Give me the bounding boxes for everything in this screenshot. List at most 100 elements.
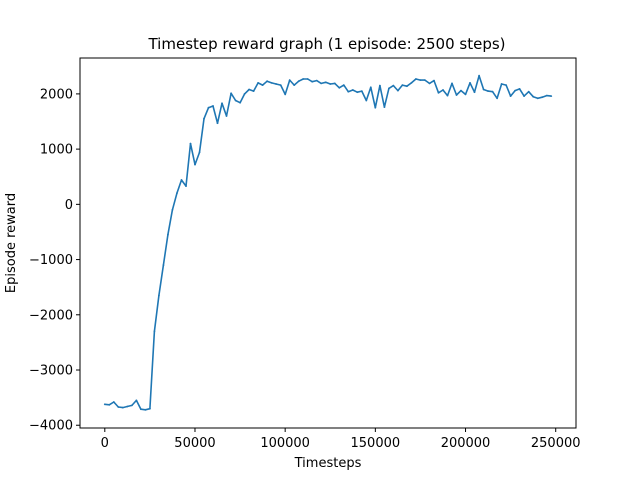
data-point: [153, 330, 156, 333]
data-point: [315, 79, 318, 82]
data-point: [523, 95, 525, 97]
data-point: [144, 408, 147, 411]
data-point: [545, 94, 548, 97]
data-point: [189, 142, 192, 145]
data-point: [514, 89, 516, 92]
data-point: [225, 115, 228, 117]
data-point: [424, 79, 426, 81]
data-point: [482, 88, 485, 91]
data-point: [419, 79, 422, 81]
data-point: [257, 82, 259, 84]
data-point: [275, 83, 277, 85]
data-point: [234, 99, 237, 102]
data-point: [464, 93, 467, 96]
data-point: [433, 79, 435, 82]
x-tick-label: 250000: [531, 436, 581, 451]
data-point: [126, 405, 129, 408]
data-point: [135, 399, 138, 402]
data-point: [261, 84, 264, 86]
y-tick-label: 2000: [40, 87, 73, 102]
data-point: [487, 90, 489, 92]
data-point: [266, 80, 268, 83]
data-point: [185, 185, 187, 188]
data-point: [460, 89, 462, 92]
data-point: [342, 84, 345, 86]
data-point: [203, 117, 205, 120]
y-tick-label: −2000: [29, 308, 73, 323]
data-point: [379, 84, 381, 87]
data-point: [194, 163, 196, 166]
data-point: [437, 91, 440, 94]
data-point: [360, 90, 363, 92]
data-point: [248, 88, 251, 91]
data-point: [401, 84, 404, 86]
data-point: [149, 407, 151, 410]
x-tick-label: 150000: [351, 436, 401, 451]
data-point: [198, 151, 201, 154]
data-point: [518, 88, 521, 90]
data-point: [451, 82, 453, 85]
plot-area: [80, 58, 576, 428]
data-point: [297, 80, 300, 83]
data-point: [329, 83, 332, 85]
y-tick-label: −1000: [29, 253, 73, 268]
data-point: [293, 84, 296, 86]
data-point: [374, 106, 377, 109]
data-point: [108, 403, 111, 406]
data-point: [216, 122, 219, 125]
data-point: [239, 101, 242, 104]
data-point: [455, 94, 458, 96]
data-point: [550, 95, 553, 97]
y-tick-label: 1000: [40, 143, 73, 158]
data-point: [320, 82, 323, 85]
data-point: [500, 83, 503, 85]
data-point: [365, 99, 368, 102]
data-point: [252, 90, 255, 92]
data-point: [333, 82, 336, 85]
data-point: [171, 209, 174, 211]
y-tick-label: −3000: [29, 364, 73, 379]
chart-title: Timestep reward graph (1 episode: 2500 s…: [147, 35, 505, 53]
data-point: [230, 92, 233, 95]
x-axis: 0 50000 100000 150000 200000 250000: [101, 428, 581, 451]
x-tick-label: 200000: [441, 436, 491, 451]
data-point: [207, 106, 210, 109]
data-point: [338, 86, 341, 89]
data-point: [180, 179, 183, 181]
data-point: [496, 97, 498, 100]
y-axis-label: Episode reward: [4, 193, 19, 293]
data-point: [243, 93, 246, 95]
y-tick-label: −4000: [29, 419, 73, 434]
x-tick-label: 50000: [174, 436, 215, 451]
data-point: [212, 105, 214, 107]
x-axis-label: Timesteps: [294, 456, 362, 471]
series-line: [104, 74, 552, 411]
data-point: [491, 90, 494, 93]
data-point: [176, 192, 178, 195]
data-point: [112, 401, 115, 403]
data-point: [117, 406, 120, 408]
data-point: [478, 74, 480, 77]
data-point: [473, 91, 476, 94]
data-point: [541, 96, 544, 99]
data-point: [306, 78, 309, 80]
data-point: [284, 93, 287, 96]
data-point: [527, 90, 530, 93]
data-point: [383, 106, 386, 108]
data-point: [131, 404, 133, 407]
data-point: [279, 84, 282, 86]
data-point: [311, 80, 314, 83]
data-point: [158, 294, 160, 297]
data-point: [392, 84, 395, 87]
data-point: [162, 264, 165, 266]
data-point: [469, 82, 471, 84]
data-point: [509, 95, 512, 97]
data-point: [505, 84, 507, 86]
data-point: [270, 82, 273, 84]
data-point: [536, 97, 539, 100]
data-point: [167, 233, 169, 236]
x-tick-label: 100000: [260, 436, 310, 451]
y-axis: −4000 −3000 −2000 −1000 0 1000 2000: [29, 87, 80, 434]
data-point: [351, 89, 354, 91]
